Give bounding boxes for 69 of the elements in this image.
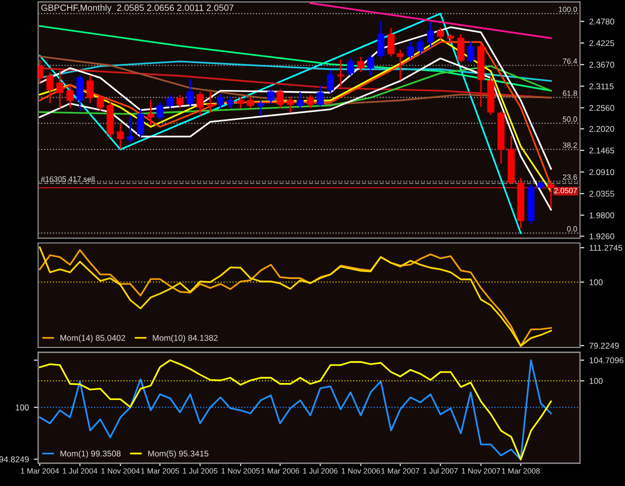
candlestick bbox=[147, 100, 154, 126]
line-series bbox=[38, 60, 552, 82]
y-tick-label: 2.2020 bbox=[589, 126, 614, 132]
legend-label: Mom(1) 99.3508 bbox=[60, 450, 121, 458]
candlestick bbox=[406, 41, 414, 58]
candlestick bbox=[387, 28, 395, 56]
candlestick bbox=[457, 34, 464, 62]
candlestick bbox=[96, 95, 104, 111]
candlestick bbox=[136, 109, 144, 138]
y-tick-label: 2.1465 bbox=[589, 148, 614, 154]
line-series bbox=[38, 12, 522, 234]
candlestick bbox=[86, 75, 94, 104]
candlestick bbox=[166, 95, 174, 108]
candlestick bbox=[426, 22, 434, 48]
candlestick bbox=[377, 22, 384, 58]
candlestick bbox=[276, 89, 284, 108]
candlestick bbox=[46, 72, 54, 104]
line-series bbox=[38, 58, 552, 211]
candlestick bbox=[337, 60, 344, 87]
candlestick bbox=[267, 89, 274, 104]
candlestick bbox=[126, 116, 134, 142]
y-tick-label: 1.9800 bbox=[590, 212, 614, 218]
line-series bbox=[38, 65, 552, 115]
candlestick bbox=[176, 95, 184, 108]
candlestick bbox=[76, 75, 84, 111]
y-tick-label: 2.4780 bbox=[589, 18, 614, 24]
candlestick bbox=[357, 56, 364, 72]
candlestick bbox=[547, 181, 555, 208]
chart-title: GBPCHF,Monthly 2.0585 2.0656 2.0011 2.0507 bbox=[41, 4, 234, 13]
y-tick-label: 2.0910 bbox=[589, 169, 614, 176]
candlestick bbox=[296, 92, 304, 108]
legend-label: Mom(14) 85.0402 bbox=[60, 334, 126, 342]
candlestick bbox=[66, 85, 74, 108]
candlestick bbox=[196, 92, 204, 116]
candlestick bbox=[206, 92, 214, 113]
candlestick bbox=[326, 70, 334, 94]
candlestick bbox=[316, 85, 324, 106]
y-tick-label: 2.0355 bbox=[589, 190, 614, 197]
y-tick-label: 79.2249 bbox=[589, 342, 619, 349]
candlestick bbox=[56, 70, 64, 108]
candlestick bbox=[467, 41, 474, 62]
candlestick bbox=[306, 95, 314, 108]
legend-label: Mom(5) 95.3415 bbox=[148, 450, 208, 458]
candlestick bbox=[346, 58, 354, 76]
candlestick bbox=[237, 96, 244, 108]
candlestick bbox=[416, 38, 424, 54]
y-tick-label: 111.2745 bbox=[590, 244, 622, 251]
line-series bbox=[38, 26, 552, 170]
y-tick-label: 2.3115 bbox=[589, 83, 614, 90]
candlestick bbox=[186, 79, 194, 106]
y-tick-label: 2.2560 bbox=[589, 104, 614, 111]
y2-tick-label: 104.7096 bbox=[590, 357, 624, 364]
candlestick bbox=[226, 96, 234, 108]
legend-label: Mom(10) 84.1382 bbox=[152, 334, 218, 342]
line-series bbox=[38, 56, 552, 106]
candlestick bbox=[216, 94, 224, 108]
y-tick-label: 1.9260 bbox=[590, 233, 614, 240]
candlestick bbox=[286, 96, 294, 113]
line-series bbox=[38, 25, 552, 92]
candlestick bbox=[436, 28, 444, 40]
y-tick-label: 2.4225 bbox=[589, 40, 614, 46]
y-tick-label: 100 bbox=[590, 279, 603, 286]
candlestick bbox=[367, 54, 374, 76]
candlestick bbox=[257, 100, 264, 116]
candlestick bbox=[116, 124, 124, 149]
candlestick bbox=[156, 102, 164, 120]
candlestick bbox=[396, 50, 404, 80]
candlestick bbox=[246, 96, 254, 108]
y-tick-label: 2.3670 bbox=[589, 62, 614, 68]
